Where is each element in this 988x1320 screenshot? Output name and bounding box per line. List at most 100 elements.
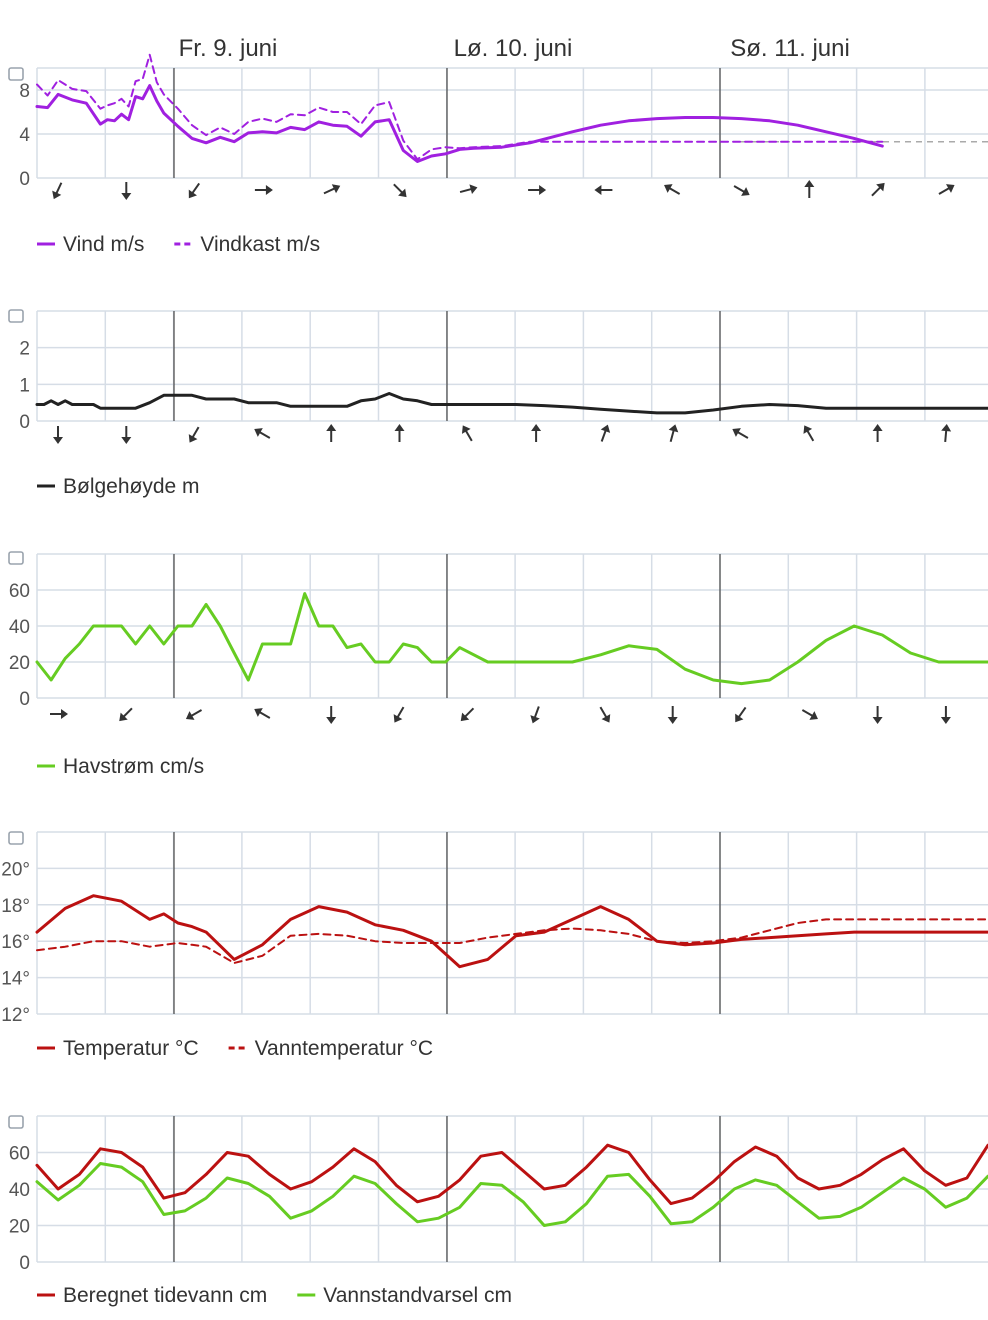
direction-arrow-icon bbox=[185, 709, 203, 720]
legend-item: Havstrøm cm/s bbox=[37, 755, 204, 778]
y-tick-label: 40 bbox=[9, 1180, 30, 1201]
y-tick-label: 0 bbox=[19, 689, 30, 710]
direction-arrow-icon bbox=[530, 706, 540, 724]
series-line-2 bbox=[35, 1162, 988, 1227]
direction-arrow-icon bbox=[393, 706, 405, 723]
direction-arrow-icon bbox=[50, 709, 68, 719]
y-tick-label: 18° bbox=[1, 896, 30, 917]
series-line-2 bbox=[36, 918, 988, 964]
legend-item: Vindkast m/s bbox=[174, 233, 320, 256]
y-tick-label: 0 bbox=[19, 169, 30, 190]
direction-arrow-icon bbox=[940, 706, 951, 724]
chart-panel-3: 0 20 40 60 Havstrøm cm/s bbox=[8, 551, 988, 778]
y-tick-label: 2 bbox=[19, 339, 30, 360]
direction-arrow-icon bbox=[803, 425, 815, 442]
direction-arrow-icon bbox=[188, 182, 201, 199]
legend-item: Temperatur °C bbox=[37, 1037, 199, 1060]
direction-arrow-icon bbox=[460, 707, 475, 722]
chart-panel-2: 0 1 2 Bølgehøyde m bbox=[8, 309, 988, 498]
legend-label: Vannstandvarsel cm bbox=[323, 1284, 512, 1307]
direction-arrow-icon bbox=[735, 706, 747, 723]
series-line-1 bbox=[35, 592, 988, 686]
direction-arrow-icon bbox=[664, 184, 681, 195]
direction-arrow-icon bbox=[733, 185, 750, 196]
direction-arrow-icon bbox=[941, 424, 952, 443]
chart-panel-5: 0 20 40 60 Beregnet tidevann cm Vannstandvars… bbox=[8, 1115, 988, 1307]
direction-arrow-icon bbox=[121, 182, 132, 200]
day-label: Lø. 10. juni bbox=[454, 35, 573, 62]
direction-arrow-icon bbox=[528, 185, 547, 195]
series-line-1 bbox=[35, 84, 884, 163]
legend-label: Bølgehøyde m bbox=[63, 475, 200, 498]
direction-arrow-icon bbox=[254, 708, 271, 719]
direction-arrow-icon bbox=[804, 180, 815, 198]
wave-icon bbox=[8, 309, 24, 323]
direction-arrow-icon bbox=[393, 183, 407, 198]
series-line-1 bbox=[35, 392, 988, 415]
day-labels: Fr. 9. juni Lø. 10. juni Sø. 11. juni bbox=[179, 35, 850, 62]
direction-arrow-icon bbox=[254, 428, 271, 439]
direction-arrow-icon bbox=[531, 424, 542, 442]
y-tick-label: 16° bbox=[1, 932, 30, 953]
tide-icon bbox=[8, 1115, 24, 1129]
chart-panels: 0 4 8 Vind m/s Vindkast m/s 0 1 2 Bølgehøyde m 0 2… bbox=[1, 53, 988, 1307]
direction-arrow-icon bbox=[52, 182, 63, 200]
legend-item: Vind m/s bbox=[37, 233, 144, 256]
legend-label: Beregnet tidevann cm bbox=[63, 1284, 267, 1307]
direction-arrow-icon bbox=[938, 184, 955, 195]
y-tick-label: 0 bbox=[19, 1253, 30, 1274]
legend-label: Temperatur °C bbox=[63, 1037, 199, 1060]
direction-arrow-icon bbox=[53, 426, 63, 444]
direction-arrow-icon bbox=[667, 706, 678, 724]
y-tick-label: 20 bbox=[9, 653, 30, 674]
y-tick-label: 40 bbox=[9, 617, 30, 638]
y-tick-label: 20° bbox=[1, 859, 30, 880]
direction-arrow-icon bbox=[871, 182, 885, 197]
direction-arrow-icon bbox=[801, 709, 818, 720]
y-tick-label: 12° bbox=[1, 1005, 30, 1026]
series-line-1 bbox=[35, 1143, 988, 1206]
direction-arrow-icon bbox=[594, 185, 613, 195]
direction-arrow-icon bbox=[732, 428, 749, 439]
y-tick-label: 20 bbox=[9, 1217, 30, 1238]
legend-label: Vind m/s bbox=[63, 233, 144, 256]
series-line-1 bbox=[35, 894, 988, 969]
direction-arrow-icon bbox=[668, 424, 679, 442]
direction-arrow-icon bbox=[119, 707, 133, 722]
y-tick-label: 8 bbox=[19, 81, 30, 102]
day-label: Fr. 9. juni bbox=[179, 35, 278, 62]
wind-icon bbox=[8, 67, 24, 81]
y-tick-label: 1 bbox=[19, 375, 30, 396]
series-line-2 bbox=[36, 53, 884, 161]
direction-arrow-icon bbox=[254, 185, 273, 195]
y-tick-label: 4 bbox=[19, 125, 30, 146]
chart-panel-4: 12° 14° 16° 18° 20° Temperatur °C Vanntemperat… bbox=[1, 831, 988, 1060]
direction-arrow-icon bbox=[872, 424, 883, 442]
direction-arrow-icon bbox=[121, 426, 132, 444]
direction-arrow-icon bbox=[872, 706, 883, 724]
direction-arrow-icon bbox=[326, 424, 337, 442]
y-tick-label: 60 bbox=[9, 581, 30, 602]
direction-arrow-icon bbox=[188, 426, 200, 443]
thermometer-icon bbox=[8, 831, 24, 845]
legend-item: Vannstandvarsel cm bbox=[297, 1284, 512, 1307]
y-tick-label: 14° bbox=[1, 969, 30, 990]
y-tick-label: 60 bbox=[9, 1144, 30, 1165]
day-label: Sø. 11. juni bbox=[730, 35, 850, 62]
legend-item: Bølgehøyde m bbox=[37, 475, 200, 498]
legend-label: Vanntemperatur °C bbox=[255, 1037, 433, 1060]
current-icon bbox=[8, 551, 24, 565]
direction-arrow-icon bbox=[599, 706, 611, 723]
direction-arrow-icon bbox=[459, 184, 478, 195]
chart-panel-1: 0 4 8 Vind m/s Vindkast m/s bbox=[8, 53, 988, 256]
legend-label: Vindkast m/s bbox=[200, 233, 320, 256]
direction-arrow-icon bbox=[461, 425, 473, 442]
direction-arrow-icon bbox=[600, 424, 611, 442]
legend-item: Vanntemperatur °C bbox=[228, 1037, 433, 1060]
direction-arrow-icon bbox=[323, 184, 341, 195]
legend-label: Havstrøm cm/s bbox=[63, 755, 204, 778]
y-tick-label: 0 bbox=[19, 412, 30, 433]
direction-arrow-icon bbox=[326, 706, 337, 724]
legend-item: Beregnet tidevann cm bbox=[37, 1284, 267, 1307]
